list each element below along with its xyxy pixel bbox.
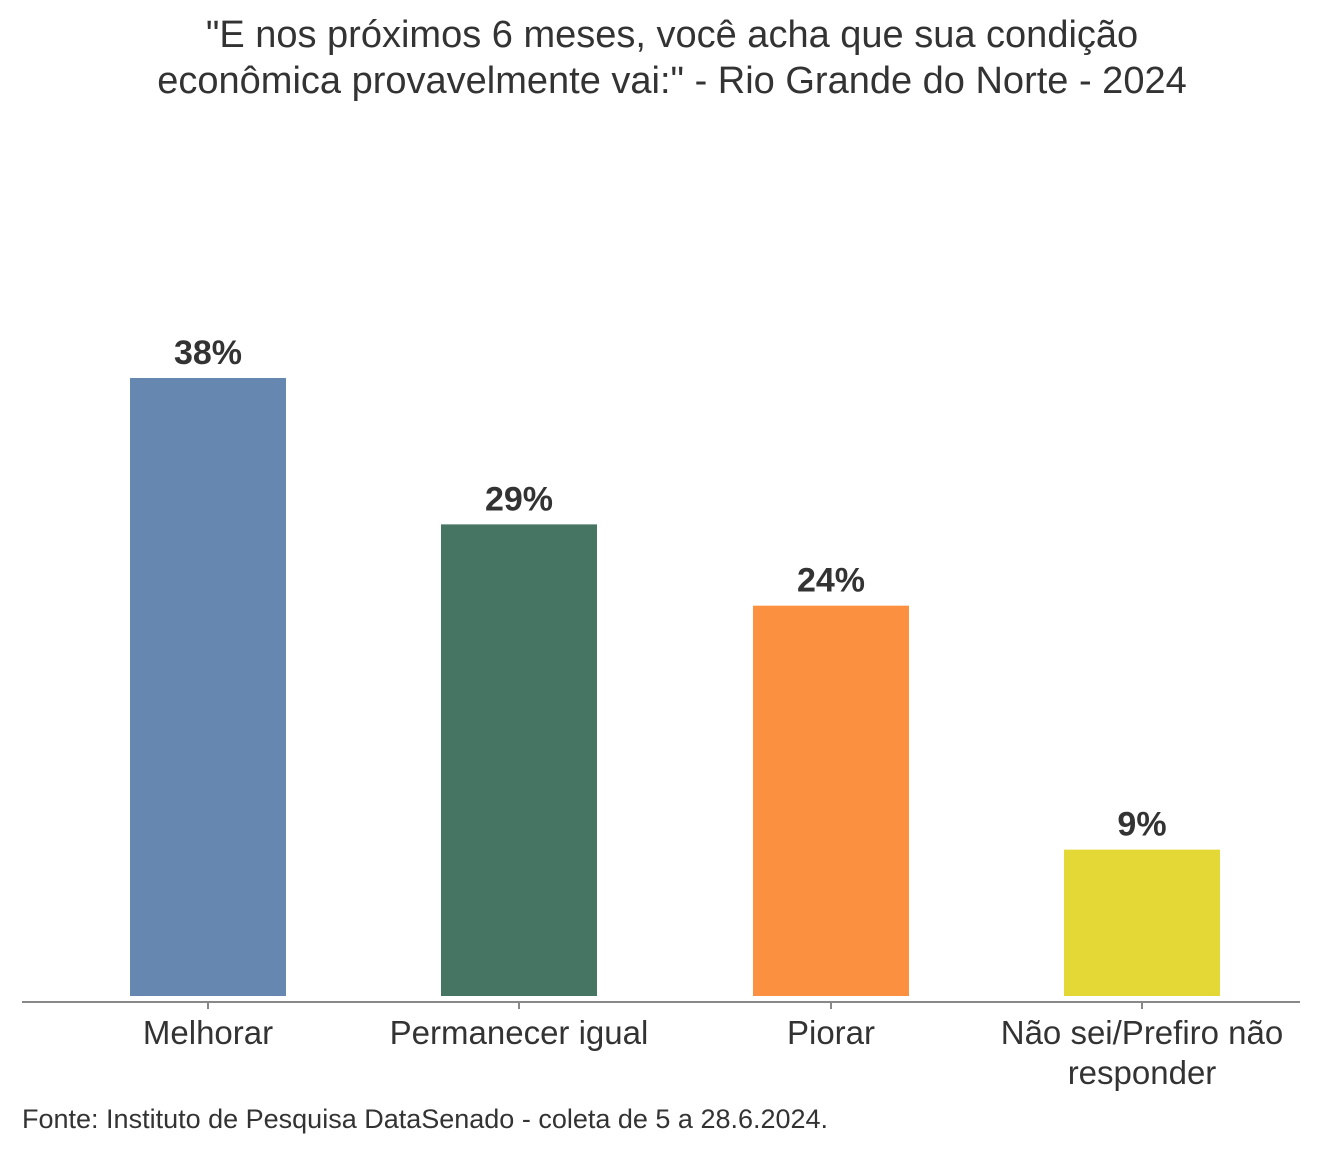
x-axis-ticks: [207, 1002, 1143, 1009]
category-label-3: Piorar: [787, 1014, 875, 1051]
bar-3: [753, 605, 909, 996]
category-label-2: Permanecer igual: [390, 1014, 649, 1051]
value-labels: 38% 29% 24% 9%: [174, 334, 1167, 844]
chart-source-note: Fonte: Instituto de Pesquisa DataSenado …: [22, 1104, 829, 1134]
value-label-2: 29%: [485, 480, 553, 518]
bar-1: [130, 378, 286, 996]
bars-layer: [130, 378, 1220, 996]
category-label-1: Melhorar: [143, 1014, 273, 1051]
bar-2: [441, 524, 597, 996]
category-labels: Melhorar Permanecer igual Piorar Não sei/Pr…: [143, 1014, 1283, 1091]
value-label-3: 24%: [797, 562, 865, 600]
value-label-1: 38%: [174, 334, 242, 372]
chart-title: "E nos próximos 6 meses, você acha que s…: [157, 14, 1187, 102]
category-label-4: Não sei/Prefiro não responder: [1001, 1014, 1283, 1091]
bar-4: [1064, 849, 1220, 996]
value-label-4: 9%: [1117, 806, 1166, 844]
